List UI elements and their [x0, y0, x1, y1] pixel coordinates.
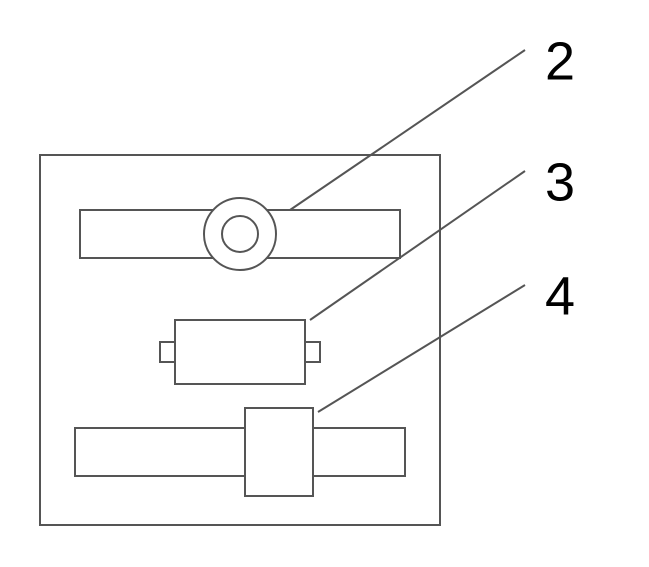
row3-bar: [75, 428, 405, 476]
callout-label-3: 3: [545, 152, 575, 212]
row2-stub-right: [305, 342, 320, 362]
row3-block: [245, 408, 313, 496]
row2-stub-left: [160, 342, 175, 362]
row1-ring-inner: [222, 216, 258, 252]
callout-label-4: 4: [545, 266, 575, 326]
callout-label-2: 2: [545, 31, 575, 91]
row2-body: [175, 320, 305, 384]
